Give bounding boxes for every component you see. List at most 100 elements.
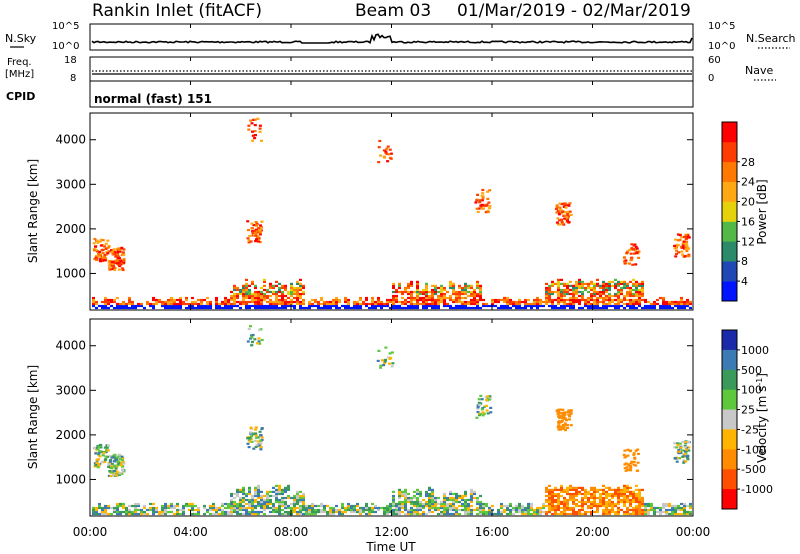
heatmap-cell <box>239 306 242 310</box>
heatmap-cell <box>254 292 257 296</box>
heatmap-cell <box>113 453 117 456</box>
heatmap-cell <box>557 496 560 500</box>
heatmap-cell <box>476 210 480 213</box>
heatmap-cell <box>558 416 562 419</box>
heatmap-cell <box>359 304 362 308</box>
heatmap-cell <box>128 296 131 300</box>
heatmap-cell <box>155 302 158 306</box>
heatmap-cell <box>422 506 425 510</box>
heatmap-cell <box>248 510 251 514</box>
heatmap-cell <box>248 504 251 508</box>
heatmap-cell <box>626 468 630 472</box>
heatmap-cell <box>107 461 111 464</box>
heatmap-cell <box>173 506 176 510</box>
y-tick-label: 2000 <box>55 428 86 442</box>
power-frame <box>89 112 694 311</box>
heatmap-cell <box>116 256 120 259</box>
heatmap-cell <box>575 288 578 292</box>
heatmap-cell <box>386 504 389 508</box>
heatmap-cell <box>566 286 569 290</box>
heatmap-cell <box>236 286 239 290</box>
heatmap-cell <box>152 298 155 302</box>
heatmap-cell <box>431 292 434 296</box>
heatmap-cell <box>109 460 113 463</box>
heatmap-cell <box>410 290 413 294</box>
heatmap-cell <box>266 492 269 496</box>
heatmap-cell <box>560 490 563 493</box>
heatmap-cell <box>246 437 250 440</box>
heatmap-cell <box>379 154 382 157</box>
heatmap-cell <box>305 512 308 516</box>
heatmap-cell <box>500 502 503 506</box>
heatmap-cell <box>464 300 467 304</box>
heatmap-cell <box>368 306 371 310</box>
heatmap-cell <box>95 239 99 242</box>
heatmap-cell <box>233 506 236 510</box>
heatmap-cell <box>440 298 443 302</box>
heatmap-cell <box>416 510 419 514</box>
heatmap-cell <box>395 288 398 292</box>
heatmap-cell <box>98 512 101 516</box>
heatmap-cell <box>209 512 212 516</box>
heatmap-cell <box>446 302 449 306</box>
heatmap-cell <box>443 504 446 508</box>
heatmap-cell <box>197 298 200 302</box>
colorbar-tick-label: -25 <box>741 423 759 436</box>
heatmap-cell <box>434 502 437 506</box>
heatmap-cell <box>590 288 593 292</box>
heatmap-cell <box>593 492 596 496</box>
heatmap-cell <box>481 188 485 192</box>
heatmap-cell <box>254 432 258 435</box>
heatmap-cell <box>566 304 569 308</box>
heatmap-cell <box>659 508 662 512</box>
heatmap-cell <box>401 302 404 306</box>
heatmap-cell <box>452 300 455 304</box>
heatmap-cell <box>530 512 533 516</box>
heatmap-cell <box>251 139 255 142</box>
heatmap-cell <box>629 252 633 255</box>
heatmap-cell <box>626 512 629 516</box>
heatmap-cell <box>117 263 121 266</box>
heatmap-cell <box>164 300 167 304</box>
heatmap-cell <box>629 512 632 516</box>
heatmap-cell <box>548 288 551 292</box>
heatmap-cell <box>557 428 561 431</box>
heatmap-cell <box>404 494 407 498</box>
heatmap-cell <box>149 506 152 510</box>
heatmap-cell <box>533 508 536 512</box>
heatmap-cell <box>614 504 617 508</box>
heatmap-cell <box>605 504 608 508</box>
heatmap-cell <box>659 306 662 310</box>
heatmap-cell <box>404 496 407 500</box>
heatmap-cell <box>259 225 263 229</box>
heatmap-cell <box>281 490 284 493</box>
heatmap-cell <box>161 504 164 508</box>
heatmap-cell <box>242 302 245 306</box>
heatmap-cell <box>527 298 530 302</box>
heatmap-cell <box>416 300 419 304</box>
heatmap-cell <box>626 294 629 298</box>
heatmap-cell <box>428 502 431 506</box>
heatmap-cell <box>413 298 416 302</box>
heatmap-cell <box>356 304 359 308</box>
heatmap-cell <box>673 244 677 247</box>
heatmap-cell <box>323 506 326 510</box>
heatmap-cell <box>620 498 623 502</box>
heatmap-cell <box>179 512 182 516</box>
heatmap-cell <box>437 298 440 302</box>
heatmap-cell <box>590 510 593 514</box>
heatmap-cell <box>419 490 422 493</box>
heatmap-cell <box>485 512 488 516</box>
heatmap-cell <box>140 304 143 308</box>
heatmap-cell <box>681 449 685 452</box>
power-colorbar-label: Power [dB] <box>755 179 769 244</box>
heatmap-cell <box>617 302 620 306</box>
heatmap-cell <box>578 282 581 285</box>
heatmap-cell <box>224 302 227 306</box>
heatmap-cell <box>97 464 101 467</box>
heatmap-cell <box>446 512 449 516</box>
heatmap-cell <box>489 406 493 409</box>
heatmap-cell <box>470 300 473 304</box>
heatmap-cell <box>512 300 515 304</box>
heatmap-cell <box>602 492 605 496</box>
